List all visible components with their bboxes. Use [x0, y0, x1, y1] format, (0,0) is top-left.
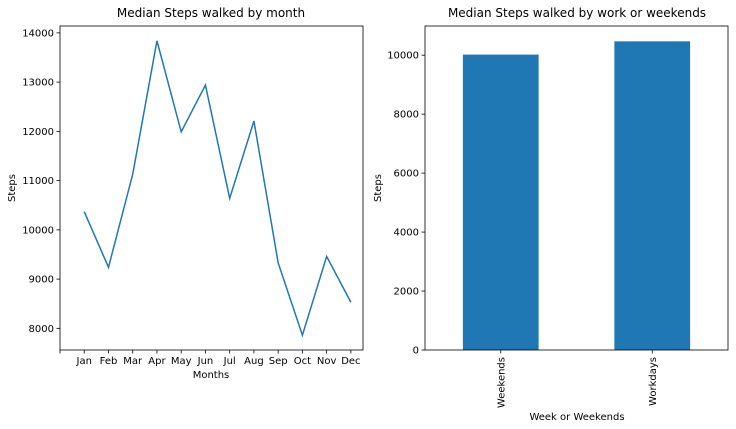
line-chart-x-axis: Jan Feb Mar Apr May Jun Jul Aug Sep Oct Nov Dec	[59, 350, 361, 367]
bar-chart-x-axis: Weekends Workdays	[496, 350, 659, 408]
x-tick-label: Workdays	[648, 357, 659, 406]
bar-chart-y-axis-label: Steps	[373, 174, 384, 202]
y-tick-label: 13000	[22, 78, 54, 89]
y-tick-label: 9000	[29, 275, 54, 286]
x-tick-label: Jan	[76, 356, 92, 367]
bar-chart-week-vs-weekend: Median Steps walked by work or weekends …	[373, 6, 729, 423]
line-series-median-steps	[83, 40, 352, 338]
x-tick-label: Jul	[223, 356, 236, 367]
y-tick-label: 8000	[394, 110, 419, 121]
y-tick-label: 6000	[394, 169, 419, 180]
bar-workdays	[614, 41, 691, 351]
line-chart-x-axis-label: Months	[193, 370, 230, 381]
x-tick-label: Apr	[148, 356, 166, 367]
y-tick-label: 10000	[387, 51, 419, 62]
x-tick-label: Mar	[123, 356, 143, 367]
x-tick-label: Weekends	[496, 357, 507, 408]
line-chart-monthly-steps: Median Steps walked by month 8000 9000 100…	[7, 6, 364, 381]
y-tick-label: 0	[413, 346, 419, 357]
line-chart-y-axis-label: Steps	[7, 174, 18, 202]
y-tick-label: 4000	[394, 228, 419, 239]
x-tick-label: Sep	[269, 356, 288, 367]
bar-weekends	[462, 54, 539, 351]
x-tick-label: Oct	[294, 356, 311, 367]
x-tick-label: Jun	[197, 356, 214, 367]
x-tick-label: Nov	[317, 356, 337, 367]
y-tick-label: 12000	[22, 127, 54, 138]
line-chart-plot-frame	[59, 25, 364, 351]
x-tick-label: Dec	[341, 356, 360, 367]
line-chart-title: Median Steps walked by month	[117, 6, 305, 20]
bar-chart-title: Median Steps walked by work or weekends	[448, 6, 706, 20]
y-tick-label: 14000	[22, 28, 54, 39]
bar-chart-bars	[462, 41, 691, 351]
x-tick-label: Aug	[244, 356, 264, 367]
bar-chart-y-axis: 0 2000 4000 6000 8000 10000	[387, 51, 425, 357]
line-chart-y-axis: 8000 9000 10000 11000 12000 13000 14000	[22, 28, 60, 335]
bar-chart-plot-frame	[424, 25, 729, 351]
y-tick-label: 11000	[22, 176, 54, 187]
y-tick-label: 10000	[22, 225, 54, 236]
y-tick-label: 8000	[29, 324, 54, 335]
x-tick-label: May	[171, 356, 192, 367]
x-tick-label: Feb	[100, 356, 118, 367]
y-tick-label: 2000	[394, 287, 419, 298]
bar-chart-x-axis-label: Week or Weekends	[529, 412, 624, 423]
